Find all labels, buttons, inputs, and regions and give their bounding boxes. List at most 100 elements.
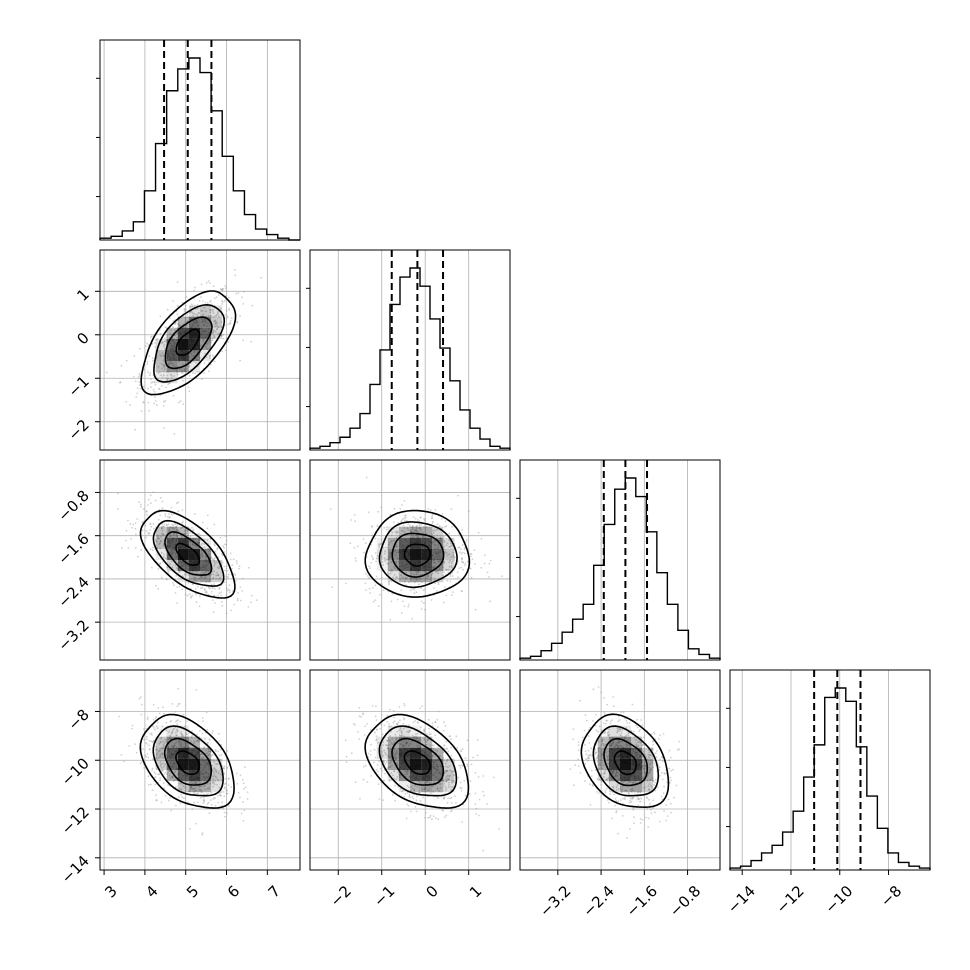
scatter-point	[655, 756, 658, 759]
scatter-point	[140, 713, 143, 716]
scatter-point	[400, 730, 403, 732]
scatter-point	[625, 743, 627, 746]
scatter-point	[171, 776, 174, 779]
scatter-point	[221, 801, 223, 804]
scatter-point	[596, 791, 598, 793]
scatter-point	[225, 587, 228, 590]
scatter-point	[217, 578, 220, 581]
scatter-point	[162, 525, 165, 528]
scatter-point	[406, 791, 409, 794]
contour-line	[391, 532, 445, 578]
scatter-point	[176, 371, 179, 374]
scatter-point	[394, 567, 397, 570]
scatter-point	[389, 553, 392, 555]
scatter-point	[165, 339, 167, 342]
scatter-point	[175, 533, 178, 536]
scatter-point	[443, 545, 445, 548]
y-tick-label: −1.6	[54, 530, 92, 568]
scatter-point	[217, 795, 219, 797]
density-cell	[432, 770, 444, 782]
scatter-point	[423, 739, 426, 742]
scatter-point	[169, 381, 171, 384]
scatter-point	[445, 552, 448, 555]
scatter-point	[670, 802, 672, 805]
scatter-point	[382, 754, 384, 757]
scatter-point	[210, 341, 212, 344]
scatter-point	[416, 737, 419, 740]
scatter-point	[167, 377, 170, 380]
scatter-point	[162, 544, 165, 546]
scatter-point	[412, 736, 415, 739]
scatter-point	[173, 745, 176, 747]
density-cells	[155, 725, 223, 793]
density-cell	[410, 770, 422, 782]
scatter-point	[158, 543, 160, 546]
scatter-point	[612, 769, 615, 772]
scatter-point	[167, 571, 170, 573]
scatter-point	[498, 828, 501, 830]
scatter-point	[381, 576, 383, 579]
scatter-point	[199, 539, 202, 542]
scatter-point	[190, 786, 192, 789]
scatter-point	[210, 315, 213, 317]
scatter-point	[382, 546, 385, 549]
scatter-point	[378, 798, 381, 800]
scatter-point	[184, 742, 187, 745]
scatter-point	[577, 749, 580, 752]
scatter-point	[404, 577, 407, 579]
scatter-point	[217, 314, 220, 316]
scatter-point	[209, 556, 212, 559]
scatter-point	[598, 768, 600, 770]
scatter-point	[668, 749, 671, 752]
scatter-point	[208, 341, 210, 343]
scatter-point	[398, 773, 401, 776]
scatter-point	[194, 577, 196, 579]
scatter-point	[210, 754, 213, 757]
scatter-point	[201, 521, 204, 524]
scatter-point	[171, 776, 174, 779]
scatter-point	[396, 569, 399, 572]
scatter-point	[176, 332, 178, 335]
scatter-point	[232, 558, 235, 561]
scatter-point	[197, 542, 200, 545]
scatter-point	[148, 748, 151, 751]
scatter-point	[160, 736, 163, 739]
scatter-point	[610, 817, 613, 820]
scatter-point	[388, 583, 390, 586]
scatter-point	[415, 591, 418, 594]
scatter-point	[617, 779, 620, 781]
density-cell	[166, 770, 178, 782]
scatter-point	[228, 322, 231, 325]
scatter-point	[644, 765, 647, 767]
scatter-point	[205, 310, 207, 313]
scatter-point	[215, 770, 218, 773]
scatter-point	[591, 784, 594, 786]
scatter-point	[412, 787, 415, 790]
scatter-point	[213, 335, 215, 337]
scatter-point	[668, 759, 671, 762]
scatter-point	[446, 758, 449, 761]
scatter-point	[396, 530, 398, 533]
scatter-point	[125, 529, 128, 532]
scatter-point	[362, 765, 365, 768]
scatter-point	[161, 507, 164, 510]
scatter-point	[627, 732, 630, 734]
scatter-point	[163, 534, 165, 537]
scatter-point	[214, 779, 217, 782]
density-cell	[620, 758, 632, 770]
scatter-point	[424, 582, 427, 585]
scatter-point	[190, 596, 192, 599]
scatter-point	[163, 340, 166, 343]
scatter-point	[355, 560, 357, 562]
density-cell	[432, 571, 444, 583]
scatter-point	[623, 736, 626, 739]
density-cell	[200, 747, 212, 759]
scatter-point	[635, 724, 637, 727]
scatter-point	[465, 541, 467, 543]
scatter-point	[195, 601, 198, 604]
scatter-point	[118, 715, 121, 718]
scatter-point	[451, 591, 454, 593]
scatter-point	[572, 728, 575, 730]
scatter-point	[413, 735, 416, 738]
scatter-point	[600, 764, 602, 767]
